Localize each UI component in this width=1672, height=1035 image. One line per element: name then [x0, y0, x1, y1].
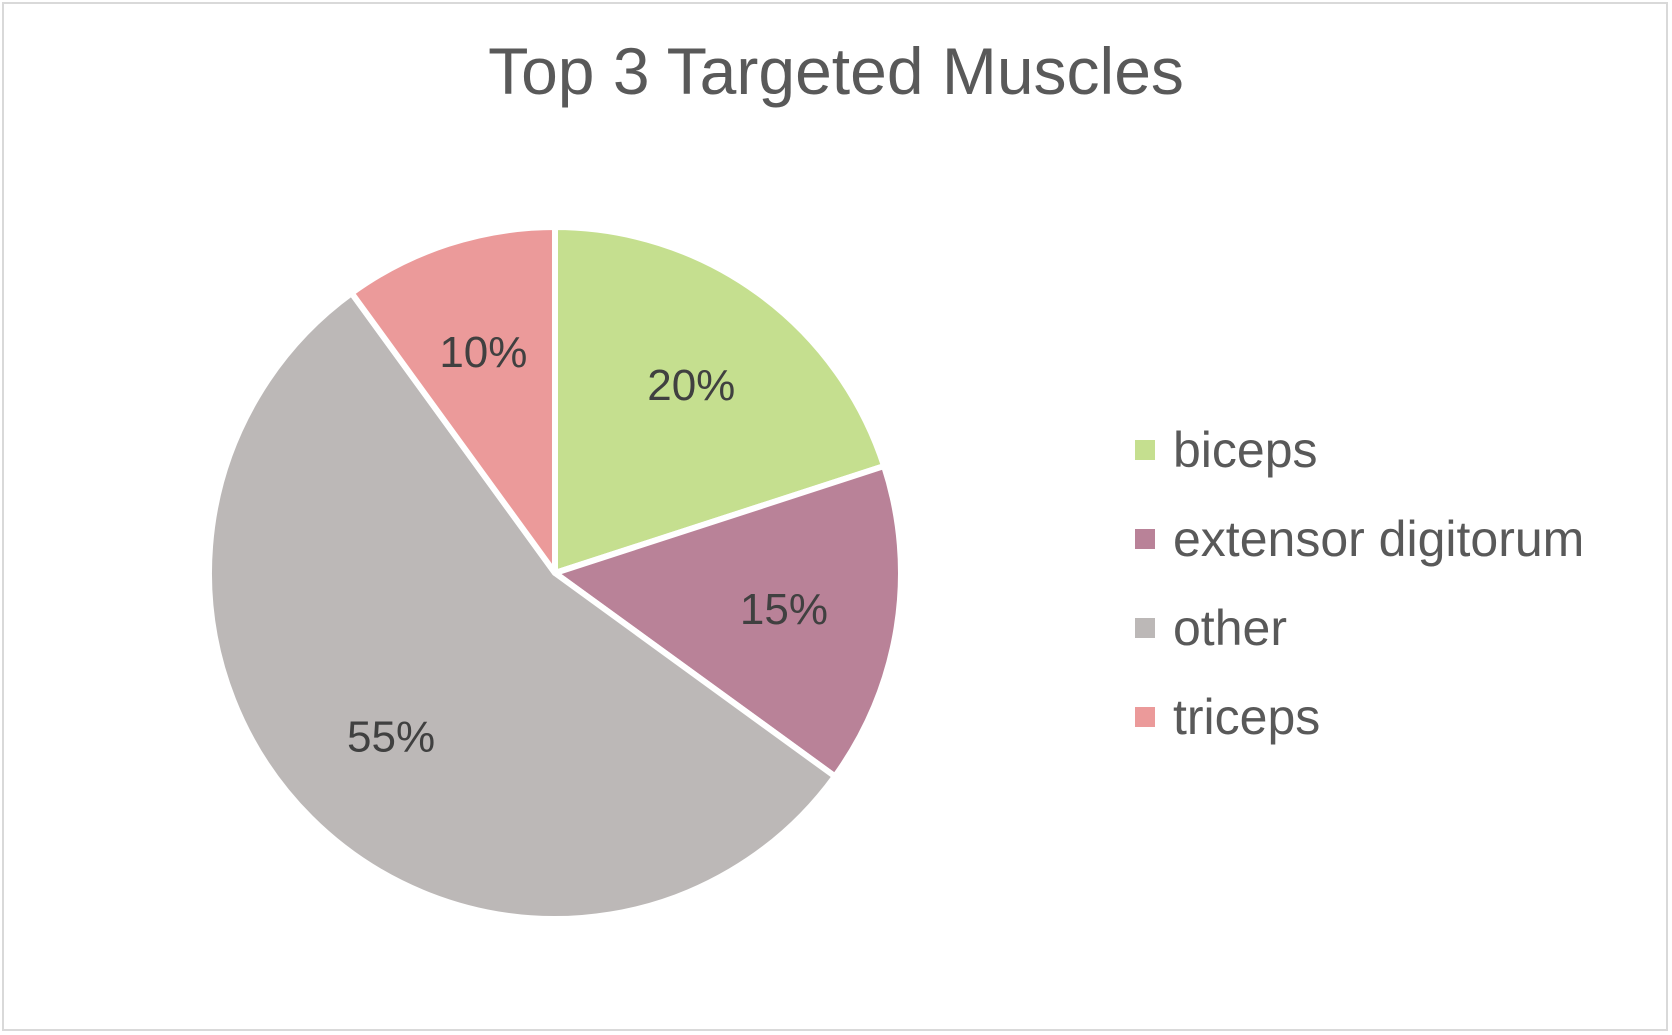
pie-slice-other — [206, 290, 838, 922]
pie-slice-triceps — [348, 224, 558, 576]
legend-label: extensor digitorum — [1173, 510, 1585, 567]
legend-label: triceps — [1173, 688, 1321, 745]
legend-swatch — [1135, 706, 1155, 727]
pie-slice-extensor-digitorum — [552, 463, 904, 780]
data-label-other: 55% — [347, 712, 435, 761]
legend-swatch — [1135, 528, 1155, 549]
chart-legend: biceps extensor digitorum other triceps — [1135, 405, 1584, 761]
legend-item-triceps: triceps — [1135, 672, 1584, 761]
data-label-extensor-digitorum: 15% — [740, 585, 828, 634]
legend-item-other: other — [1135, 583, 1584, 672]
legend-swatch — [1135, 617, 1155, 638]
legend-label: other — [1173, 599, 1287, 656]
legend-swatch — [1135, 439, 1155, 460]
pie-slices — [206, 224, 904, 922]
chart-title: Top 3 Targeted Muscles — [488, 34, 1184, 108]
pie-data-labels: 20% 15% 55% 10% — [347, 328, 828, 761]
legend-item-extensor-digitorum: extensor digitorum — [1135, 494, 1584, 583]
data-label-triceps: 10% — [439, 328, 527, 377]
legend-item-biceps: biceps — [1135, 405, 1584, 494]
pie-slice-biceps — [552, 224, 888, 576]
legend-label: biceps — [1173, 421, 1318, 478]
data-label-biceps: 20% — [647, 361, 735, 410]
